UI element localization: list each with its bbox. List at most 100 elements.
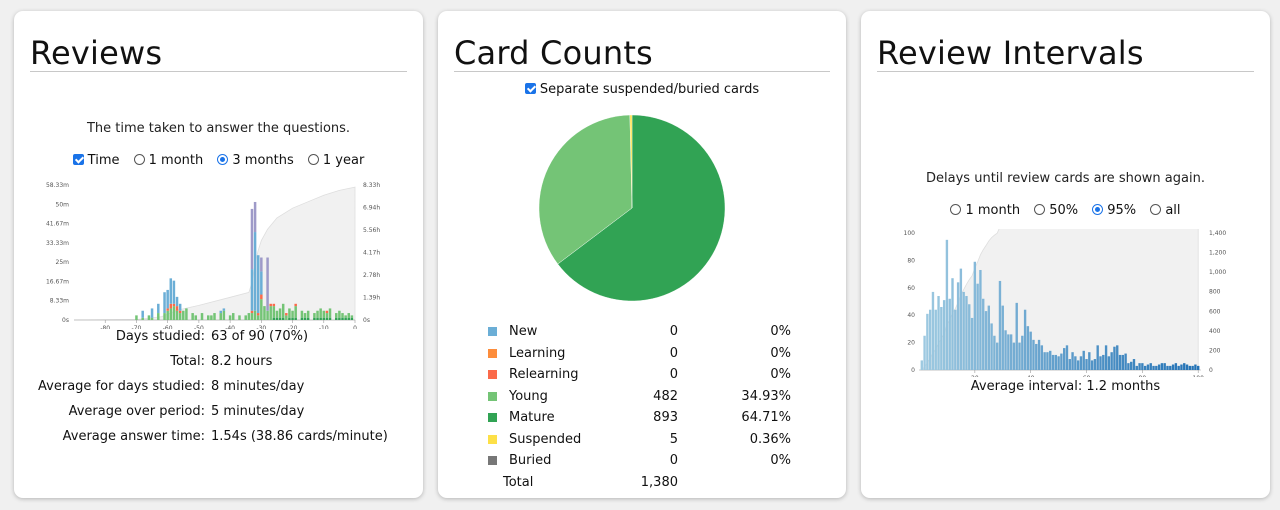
- legend-row-relearning[interactable]: Relearning 0 0%: [488, 364, 798, 386]
- bar-mature: [300, 317, 304, 320]
- interval-bar: [1012, 342, 1016, 370]
- x-tick-label: -20: [288, 325, 298, 329]
- bar-mature: [281, 317, 285, 320]
- interval-1-month-radio[interactable]: 1 month: [950, 203, 1020, 218]
- bar-young: [269, 306, 272, 320]
- bar-new: [157, 303, 160, 314]
- interval-95-percent-radio[interactable]: 95%: [1092, 203, 1136, 218]
- x-tick-label: -70: [132, 325, 142, 329]
- interval-bar: [1124, 353, 1127, 370]
- range-1-year-radio[interactable]: 1 year: [307, 153, 364, 168]
- card-counts-title: Card Counts: [454, 34, 653, 72]
- separate-suspended-checkbox[interactable]: Separate suspended/buried cards: [524, 82, 759, 97]
- range-3-months-radio[interactable]: 3 months: [217, 153, 294, 168]
- reviews-time-chart: 0s 8.33m 16.67m 25m 33.33m 41.67m 50m 58.33m 0s 1…: [46, 182, 380, 329]
- bar-mature: [303, 317, 307, 320]
- interval-bar: [1049, 350, 1052, 370]
- interval-bar: [1157, 364, 1161, 370]
- bar-mature: [294, 317, 297, 320]
- bar-young: [157, 313, 160, 320]
- interval-bar: [982, 298, 985, 370]
- interval-bar: [1194, 364, 1197, 370]
- bar-young: [275, 310, 279, 318]
- interval-bar: [1063, 348, 1066, 370]
- legend-row-mature[interactable]: Mature 893 64.71%: [488, 407, 798, 429]
- stat-total: Total: 8.2 hours: [170, 354, 273, 369]
- bar-relearn: [256, 313, 260, 316]
- bar-young: [210, 315, 213, 320]
- interval-bar: [1009, 334, 1013, 370]
- card-counts-options: Separate suspended/buried cards: [438, 82, 846, 97]
- interval-50-percent-radio[interactable]: 50%: [1034, 203, 1078, 218]
- y-right-tick-label: 5.56h: [363, 227, 380, 234]
- interval-bar: [1197, 365, 1200, 370]
- bar-young: [175, 310, 179, 320]
- bar-new: [260, 271, 263, 295]
- interval-bar: [959, 268, 963, 370]
- review-intervals-subtitle: Delays until review cards are shown agai…: [926, 171, 1205, 186]
- reviews-title: Reviews: [30, 34, 163, 72]
- bar-filtered: [253, 201, 257, 233]
- range-1-month-radio[interactable]: 1 month: [133, 153, 203, 168]
- stat-days-studied: Days studied: 63 of 90 (70%): [115, 329, 309, 344]
- interval-bar: [1121, 354, 1125, 370]
- legend-row-new[interactable]: New 0 0%: [488, 321, 798, 343]
- y-right-tick-label: 1.39h: [363, 295, 380, 302]
- interval-bar: [1082, 350, 1085, 370]
- interval-bar: [1104, 345, 1108, 370]
- interval-bar: [1141, 363, 1144, 370]
- interval-bar: [1143, 365, 1147, 370]
- bar-relearn: [285, 313, 288, 316]
- time-checkbox[interactable]: Time: [72, 153, 120, 168]
- legend-row-young[interactable]: Young 482 34.93%: [488, 386, 798, 408]
- interval-all-radio[interactable]: all: [1150, 203, 1181, 218]
- card-counts-card: Card Counts Separate suspended/buried ca…: [438, 11, 846, 498]
- bar-mature: [347, 317, 351, 320]
- bar-young: [322, 310, 326, 318]
- x-tick-label: 20: [971, 375, 979, 377]
- y-right-tick-label: 0: [1209, 367, 1213, 374]
- radio-icon: [1092, 204, 1104, 215]
- bar-young: [244, 315, 247, 320]
- bar-young: [141, 317, 144, 320]
- legend-row-suspended[interactable]: Suspended 5 0.36%: [488, 429, 798, 451]
- radio-icon: [1150, 204, 1162, 215]
- bar-mature: [350, 317, 354, 320]
- bar-young: [194, 315, 198, 320]
- interval-bar: [962, 291, 965, 370]
- bar-young: [300, 310, 304, 318]
- bar-young: [306, 310, 310, 318]
- interval-bar: [1032, 339, 1035, 370]
- legend-row-learning[interactable]: Learning 0 0%: [488, 343, 798, 365]
- y-right-tick-label: 200: [1209, 347, 1221, 354]
- bar-new: [250, 269, 254, 311]
- bar-new: [163, 292, 166, 314]
- stat-average-answer-time: Average answer time: 1.54s (38.86 cards/m…: [62, 429, 388, 444]
- bar-young: [338, 310, 341, 318]
- interval-bar: [1018, 342, 1021, 370]
- legend-row-buried[interactable]: Buried 0 0%: [488, 450, 798, 472]
- interval-bar: [1088, 352, 1091, 370]
- interval-bar: [1155, 365, 1158, 370]
- interval-bar: [1060, 353, 1063, 370]
- interval-bar: [1040, 345, 1044, 370]
- interval-bar: [1110, 352, 1113, 370]
- bar-young: [344, 315, 347, 318]
- legend-row-total: Total 1,380: [503, 474, 678, 490]
- interval-bar: [1169, 365, 1172, 370]
- interval-bar: [1071, 352, 1074, 370]
- pie-slice-suspended: [629, 114, 633, 209]
- bar-new: [178, 303, 182, 311]
- bar-relearn: [175, 306, 179, 311]
- interval-bar: [1138, 363, 1141, 370]
- pie-slice-young: [538, 114, 633, 265]
- bar-young: [260, 299, 263, 320]
- review-intervals-chart: 0 20 40 60 80 100 0 200 400 600 800 1,000 1,200 1,400…: [904, 229, 1226, 377]
- x-tick-label: -80: [100, 325, 110, 329]
- interval-bar: [1001, 305, 1004, 370]
- bar-young: [316, 310, 319, 318]
- interval-bar: [1065, 345, 1069, 370]
- interval-bar: [1146, 364, 1150, 370]
- interval-bar: [937, 296, 940, 370]
- interval-bar: [1113, 346, 1116, 370]
